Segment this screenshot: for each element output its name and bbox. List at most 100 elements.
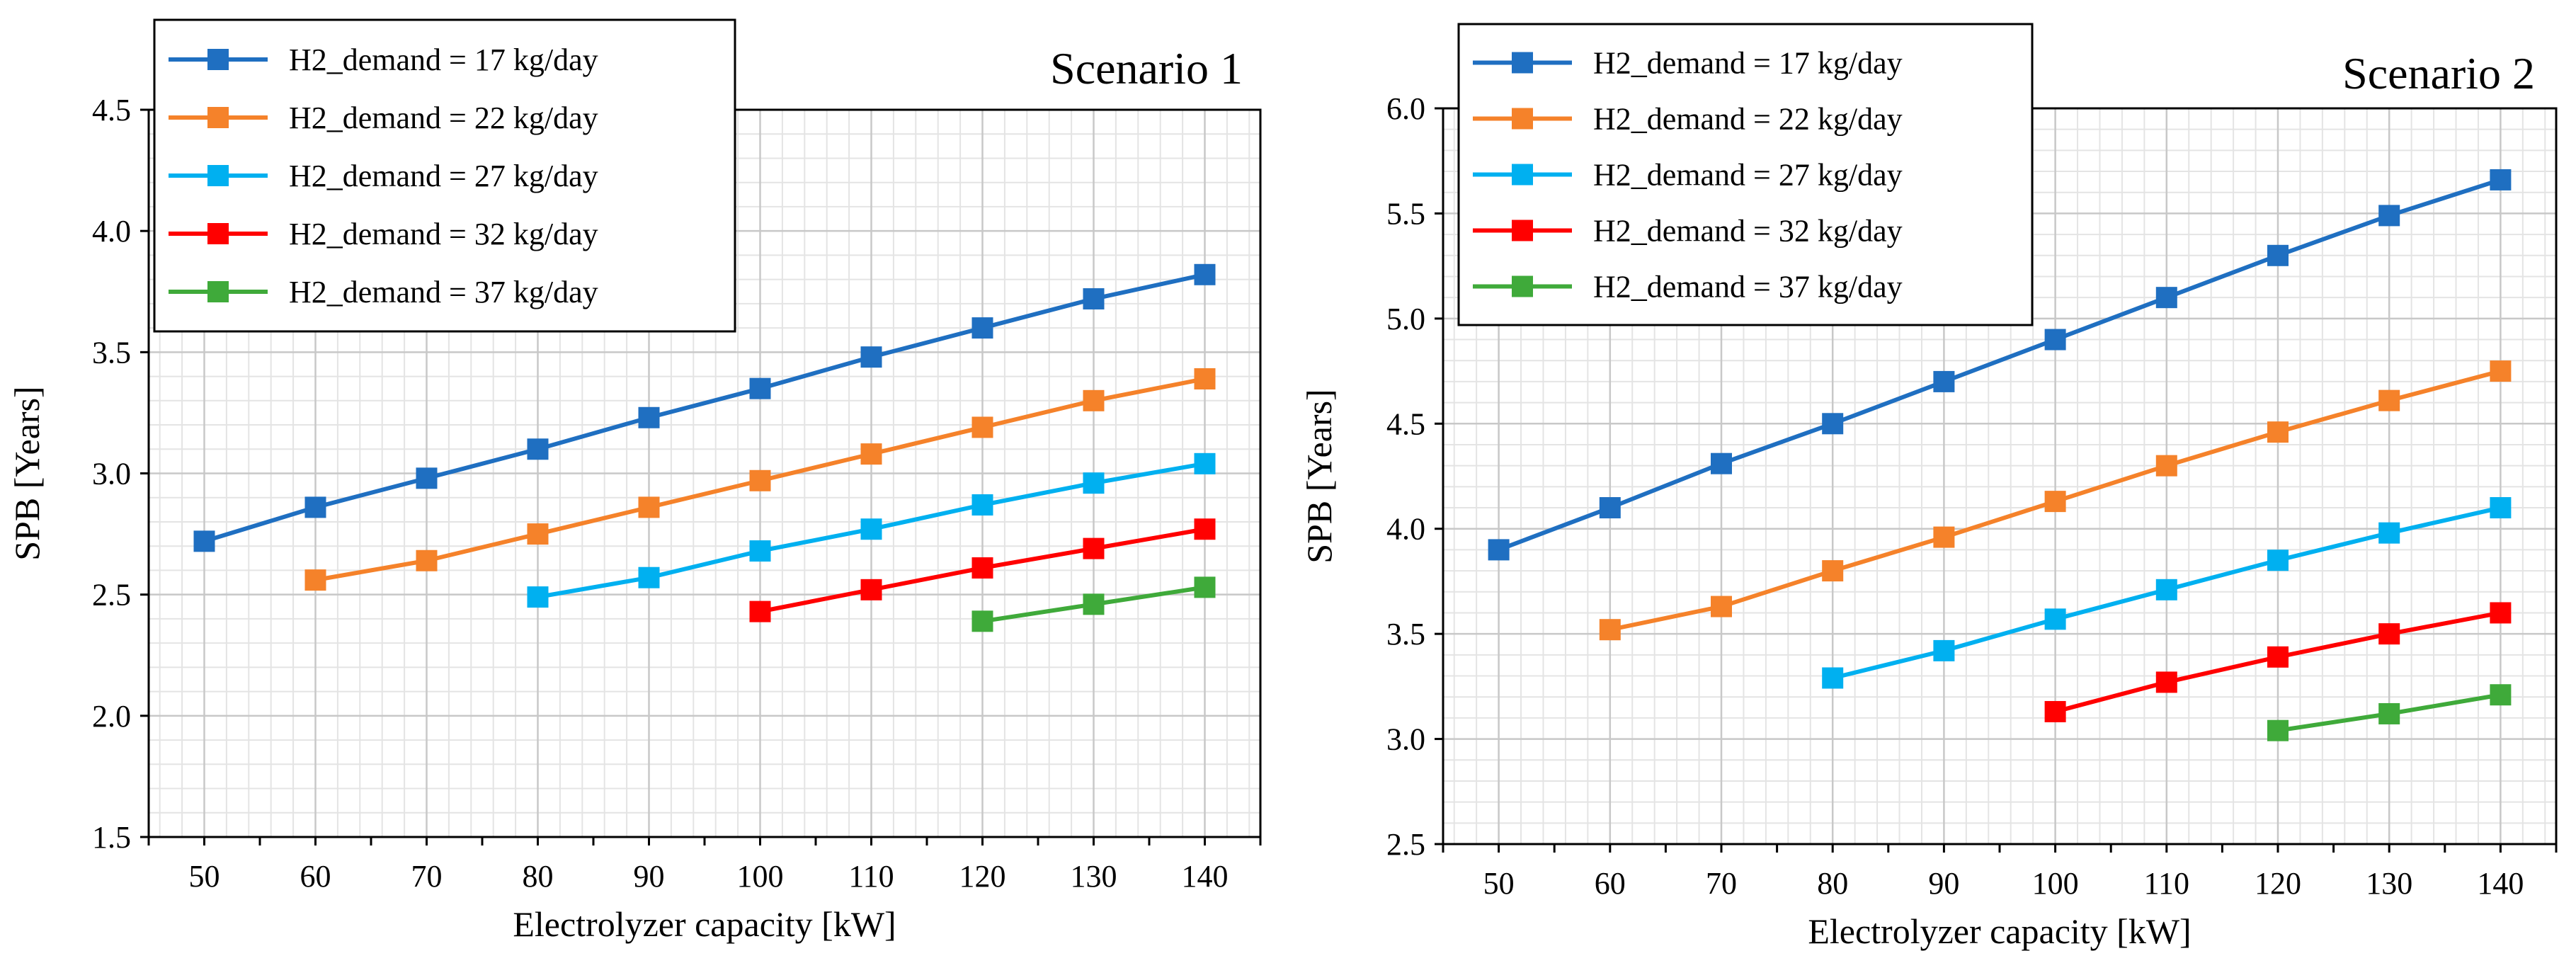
legend-marker (1512, 108, 1533, 130)
x-tick-label: 100 (737, 859, 784, 894)
y-tick-label: 2.5 (1386, 827, 1425, 862)
legend-marker (1512, 164, 1533, 186)
x-tick-label: 120 (959, 859, 1006, 894)
data-point (2378, 522, 2400, 544)
legend-marker (207, 281, 229, 302)
series-1 (193, 263, 1216, 552)
data-point (304, 569, 326, 591)
y-axis-label: SPB [Years] (7, 386, 47, 560)
x-tick-label: 90 (1928, 866, 1959, 901)
y-tick-label: 4.5 (1386, 406, 1425, 441)
legend-marker (1512, 220, 1533, 241)
x-tick-label: 140 (1182, 859, 1229, 894)
y-axis: 2.5 3.0 3.5 4.0 4.5 5.0 5.5 6.0 SPB [Years] (1299, 91, 1443, 862)
legend-label: H2_demand = 32 kg/day (289, 217, 598, 251)
legend-label: H2_demand = 27 kg/day (289, 159, 598, 193)
x-tick-label: 130 (1071, 859, 1117, 894)
legend-entry: H2_demand = 37 kg/day (169, 275, 598, 309)
x-axis: 50 60 70 80 90 100 110 120 130 140 Electrolyzer ca… (1442, 844, 2558, 951)
data-point (416, 550, 438, 571)
data-point (1711, 596, 1732, 617)
x-tick-label: 50 (189, 859, 220, 894)
legend: H2_demand = 17 kg/day H2_demand = 22 kg/d… (153, 18, 736, 333)
data-point (638, 566, 660, 588)
y-tick-label: 5.5 (1386, 196, 1425, 231)
data-point (1194, 576, 1216, 598)
legend-entry: H2_demand = 37 kg/day (1473, 270, 1903, 304)
x-tick-label: 130 (2366, 866, 2412, 901)
x-tick-label: 90 (634, 859, 665, 894)
y-axis-label: SPB [Years] (1299, 389, 1339, 563)
legend-entry: H2_demand = 32 kg/day (169, 217, 598, 251)
data-point (1822, 560, 1844, 582)
data-point (1599, 619, 1621, 641)
series-group (1488, 169, 2512, 741)
data-point (749, 540, 771, 562)
x-tick-label: 60 (1595, 866, 1626, 901)
legend-marker (207, 223, 229, 244)
legend-label: H2_demand = 22 kg/day (1593, 102, 1903, 137)
series-1 (1488, 169, 2512, 561)
data-point (2044, 608, 2066, 630)
legend-marker (1512, 275, 1533, 297)
data-point (2267, 550, 2289, 571)
data-point (2490, 497, 2512, 519)
series-2 (304, 368, 1216, 591)
data-point (527, 438, 549, 460)
data-point (860, 443, 882, 465)
chart-title: Scenario 1 (1050, 43, 1243, 93)
y-tick-label: 2.5 (92, 578, 131, 613)
y-tick-label: 6.0 (1386, 91, 1425, 126)
legend-label: H2_demand = 17 kg/day (289, 42, 598, 77)
series-line (1498, 178, 2502, 552)
series-2 (1599, 360, 2512, 641)
chart-2: 50 60 70 80 90 100 110 120 130 140 Electrolyzer ca… (1299, 23, 2558, 951)
data-point (1083, 537, 1105, 559)
legend-entry: H2_demand = 17 kg/day (1473, 46, 1903, 81)
data-point (1194, 452, 1216, 474)
series-4 (2044, 602, 2512, 722)
data-point (2378, 389, 2400, 411)
data-point (860, 518, 882, 540)
legend-marker (1512, 52, 1533, 74)
series-group (193, 263, 1216, 632)
chart-title: Scenario 2 (2342, 48, 2535, 98)
data-point (1488, 539, 1510, 561)
y-axis: 1.5 2.0 2.5 3.0 3.5 4.0 4.5 SPB [Years] (7, 93, 149, 855)
legend-entry: H2_demand = 32 kg/day (1473, 214, 1903, 249)
series-3 (1822, 497, 2512, 689)
data-point (193, 530, 215, 552)
data-point (2044, 329, 2066, 351)
data-point (971, 557, 993, 579)
x-axis: 50 60 70 80 90 100 110 120 130 140 Electrolyzer ca… (147, 837, 1262, 944)
data-point (749, 469, 771, 491)
y-tick-label: 5.0 (1386, 302, 1425, 336)
series-5 (2267, 684, 2512, 741)
data-point (2378, 702, 2400, 724)
legend-marker (207, 107, 229, 128)
x-tick-label: 60 (300, 859, 331, 894)
data-point (1194, 518, 1216, 540)
y-tick-label: 4.0 (1386, 512, 1425, 547)
data-point (1933, 370, 1955, 392)
legend-label: H2_demand = 27 kg/day (1593, 158, 1903, 193)
data-point (2378, 205, 2400, 227)
data-point (860, 346, 882, 368)
legend-entry: H2_demand = 22 kg/day (1473, 102, 1903, 137)
series-line (203, 272, 1206, 544)
data-point (638, 406, 660, 428)
data-point (1933, 526, 1955, 548)
x-tick-label: 120 (2255, 866, 2301, 901)
x-tick-label: 140 (2477, 866, 2524, 901)
data-point (1822, 667, 1844, 689)
series-4 (749, 518, 1216, 622)
data-point (1194, 263, 1216, 285)
data-point (1599, 497, 1621, 519)
data-point (2155, 671, 2177, 693)
data-point (1083, 288, 1105, 310)
data-point (749, 377, 771, 399)
data-point (749, 600, 771, 622)
data-point (1083, 593, 1105, 615)
legend-label: H2_demand = 22 kg/day (289, 101, 598, 135)
